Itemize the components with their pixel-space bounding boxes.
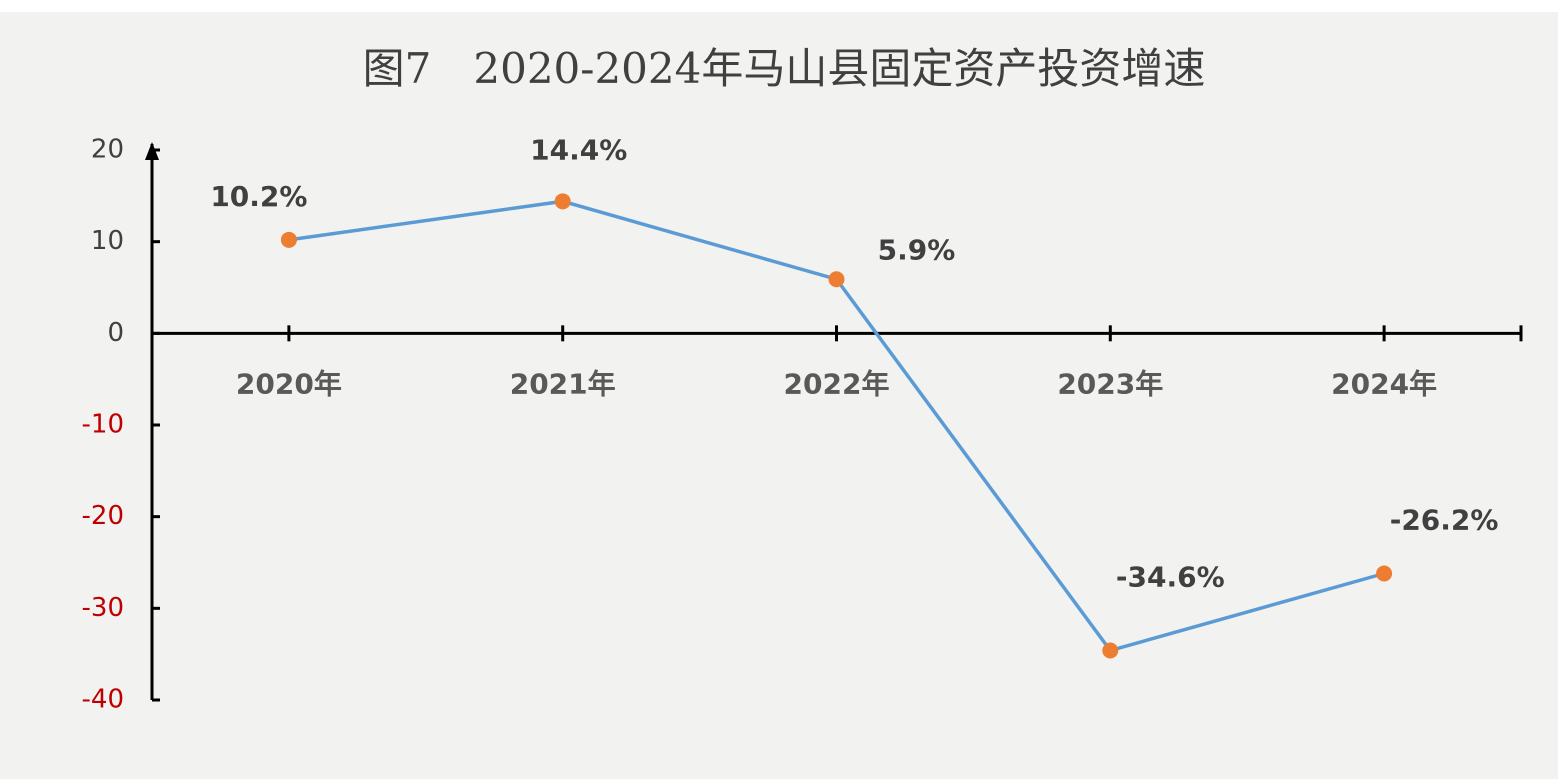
data-label: -26.2% — [1390, 504, 1499, 537]
y-tick-label: -20 — [82, 501, 124, 531]
y-tick-label: -40 — [82, 685, 124, 715]
top-border — [0, 0, 1558, 12]
data-label: 14.4% — [530, 133, 627, 166]
y-tick-label: -30 — [82, 593, 124, 623]
data-label: 5.9% — [878, 233, 956, 266]
y-tick-label: 20 — [91, 135, 124, 165]
x-tick-label: 2020年 — [236, 367, 342, 400]
chart-title: 图7 2020-2024年马山县固定资产投资增速 — [363, 44, 1206, 93]
data-label: -34.6% — [1116, 561, 1225, 594]
y-tick-label: 0 — [107, 318, 124, 348]
y-tick-label: 10 — [91, 226, 124, 256]
x-tick-label: 2024年 — [1331, 367, 1437, 400]
x-tick-label: 2021年 — [510, 367, 616, 400]
x-tick-label: 2022年 — [784, 367, 890, 400]
y-tick-label: -10 — [82, 410, 124, 440]
data-point — [280, 231, 297, 248]
x-tick-label: 2023年 — [1057, 367, 1163, 400]
data-point — [828, 271, 845, 288]
data-label: 10.2% — [210, 180, 307, 213]
data-point — [1376, 565, 1393, 582]
data-point — [1102, 642, 1119, 659]
data-point — [554, 193, 571, 210]
